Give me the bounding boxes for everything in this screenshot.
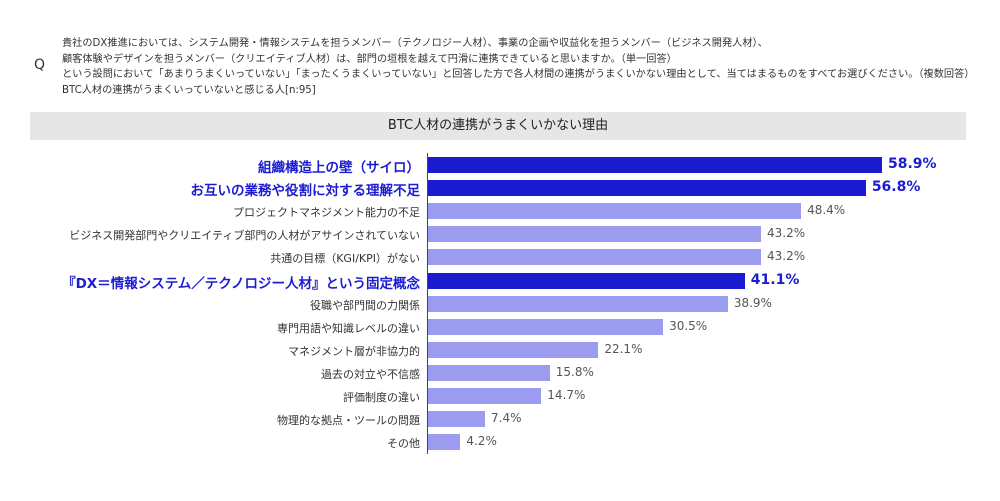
value-label: 43.2% [766, 249, 806, 264]
bar [428, 411, 486, 428]
category-label: 物理的な拠点・ツールの問題 [277, 414, 420, 428]
bar [428, 434, 461, 451]
question-line: BTC人材の連携がうまくいっていないと感じる人[n:95] [62, 84, 316, 96]
bar [428, 388, 542, 404]
value-label: 14.7% [547, 388, 586, 402]
chart-title: BTC人材の連携がうまくいかない理由 [30, 112, 966, 140]
question-text: 貴社のDX推進においては、システム開発・情報システムを担うメンバー（テクノロジー… [62, 36, 974, 98]
category-label: ビジネス開発部門やクリエイティブ部門の人材がアサインされていない [69, 229, 420, 243]
y-axis-line [427, 153, 428, 454]
bar [428, 364, 550, 381]
question-line: という設問において「あまりうまくいっていない」「まったくうまくいっていない」と回… [62, 69, 975, 80]
question-line: 貴社のDX推進においては、システム開発・情報システムを担うメンバー（テクノロジー… [62, 38, 768, 49]
category-label: プロジェクトマネジメント能力の不足 [233, 206, 420, 220]
bar [428, 341, 599, 358]
bar [428, 203, 802, 220]
value-label: 30.5% [669, 318, 708, 333]
value-label: 38.9% [733, 295, 772, 310]
value-label: 4.2% [466, 434, 497, 449]
bar [428, 295, 728, 312]
bar [428, 272, 745, 289]
value-label: 41.1% [750, 271, 800, 288]
bar [428, 226, 761, 243]
category-label: お互いの業務や役割に対する理解不足 [190, 183, 421, 200]
question-mark: Q [34, 57, 46, 73]
category-label: 組織構造上の壁（サイロ） [258, 160, 420, 176]
category-label: マネジメント層が非協力的 [288, 344, 420, 358]
value-label: 48.4% [807, 203, 846, 218]
value-label: 22.1% [604, 341, 643, 356]
category-label: 『DX＝情報システム／テクノロジー人材』という固定概念 [62, 275, 420, 292]
bar [428, 249, 761, 266]
category-label: 評価制度の違い [343, 391, 420, 404]
category-label: 過去の対立や不信感 [321, 367, 420, 381]
category-label: 共通の目標（KGI/KPI）がない [270, 252, 420, 266]
category-label: 役職や部門間の力関係 [310, 298, 420, 312]
value-label: 7.4% [491, 411, 522, 426]
value-label: 56.8% [871, 179, 921, 196]
question-line: 顧客体験やデザインを担うメンバー（クリエイティブ人材）は、部門の垣根を越えて円滑… [62, 53, 677, 65]
value-label: 43.2% [766, 226, 806, 241]
category-label: その他 [387, 437, 420, 451]
bar [428, 180, 866, 197]
value-label: 58.9% [888, 156, 937, 172]
value-label: 15.8% [555, 364, 594, 379]
bar [428, 157, 882, 173]
bar [428, 318, 664, 335]
category-label: 専門用語や知識レベルの違い [277, 321, 420, 335]
